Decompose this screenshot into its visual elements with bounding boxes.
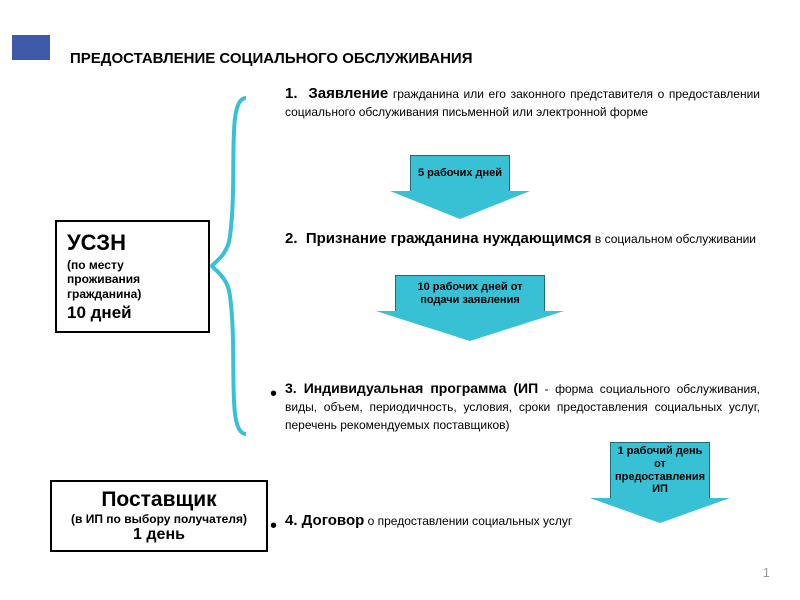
supplier-days: 1 день — [58, 526, 260, 544]
page-number: 1 — [763, 565, 770, 580]
step-2-num: 2. — [285, 230, 298, 247]
step-3: • 3. Индивидуальная программа (ИП - форм… — [285, 380, 760, 434]
brace-connector — [208, 96, 258, 436]
bullet-icon: • — [270, 516, 277, 536]
supplier-box: Поставщик (в ИП по выбору получателя) 1 … — [50, 480, 268, 552]
step-1-num: 1. — [285, 85, 298, 102]
uszn-subtitle: (по месту проживания гражданина) — [67, 258, 198, 301]
uszn-title: УСЗН — [67, 230, 198, 256]
arrow-10-days: 10 рабочих дней от подачи заявления — [375, 275, 565, 341]
arrow-5-days-label: 5 рабочих дней — [410, 155, 510, 191]
step-4-lead: 4. Договор — [285, 512, 364, 529]
arrow-1-day-label: 1 рабочий день от предоставления ИП — [610, 442, 710, 498]
page-title: ПРЕДОСТАВЛЕНИЕ СОЦИАЛЬНОГО ОБСЛУЖИВАНИЯ — [70, 50, 472, 67]
supplier-title: Поставщик — [58, 488, 260, 512]
step-1: 1. Заявление гражданина или его законног… — [285, 85, 760, 121]
arrow-5-days: 5 рабочих дней — [390, 155, 530, 219]
chevron-down-icon — [390, 191, 530, 219]
arrow-10-days-label: 10 рабочих дней от подачи заявления — [395, 275, 545, 311]
step-3-lead: 3. Индивидуальная программа (ИП — [285, 380, 538, 396]
uszn-days: 10 дней — [67, 303, 198, 323]
supplier-subtitle: (в ИП по выбору получателя) — [58, 512, 260, 526]
uszn-box: УСЗН (по месту проживания гражданина) 10… — [55, 220, 210, 333]
step-1-lead: Заявление — [308, 85, 388, 102]
step-2: 2. Признание гражданина нуждающимся в со… — [285, 230, 760, 248]
step-4-rest: о предоставлении социальных услуг — [364, 514, 572, 528]
arrow-1-day: 1 рабочий день от предоставления ИП — [590, 442, 730, 523]
accent-tab — [12, 35, 50, 60]
step-4: • 4. Договор о предоставлении социальных… — [285, 512, 760, 530]
bullet-icon: • — [270, 384, 277, 404]
step-2-lead: Признание гражданина нуждающимся — [306, 230, 592, 247]
step-2-rest: в социальном обслуживании — [592, 232, 756, 246]
chevron-down-icon — [376, 311, 564, 341]
